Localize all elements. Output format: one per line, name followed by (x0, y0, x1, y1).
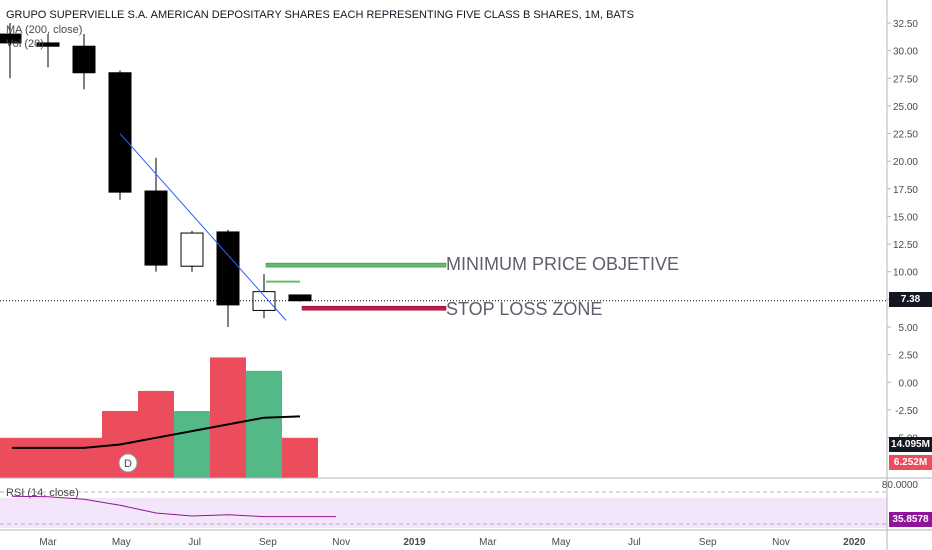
rsi-indicator-label[interactable]: RSI (14, close) (6, 487, 79, 499)
ma-indicator-label[interactable]: MA (200, close) (6, 24, 83, 36)
rsi-upper-tick: 80.0000 (882, 480, 919, 491)
volume-ma-tag: 14.095M (889, 437, 932, 452)
price-tick-label: 17.50 (893, 185, 918, 196)
volume-bar (138, 390, 174, 478)
price-tick-label: 0.00 (899, 378, 919, 389)
rsi-pane: 80.0000 (0, 480, 918, 528)
volume-bar (0, 437, 30, 478)
price-tick-label: -2.50 (895, 406, 918, 417)
rsi-band (0, 498, 887, 528)
time-axis-label: 2020 (843, 537, 866, 548)
volume-bar (66, 437, 102, 478)
time-axis-label: Nov (772, 537, 790, 548)
minimum-price-objective-label: MINIMUM PRICE OBJETIVE (446, 254, 680, 274)
candle-body (144, 190, 168, 266)
time-axis-label: Nov (332, 537, 350, 548)
price-tick-label: 10.00 (893, 268, 918, 279)
price-tick-label: 2.50 (899, 351, 919, 362)
dividend-marker-label: D (124, 458, 132, 470)
volume-bar (30, 437, 66, 478)
time-axis-label: Mar (39, 537, 57, 548)
volume-bar (246, 370, 282, 478)
volume-ma-line (12, 415, 301, 449)
current-price-tag: 7.38 (889, 292, 932, 307)
volume-bar (174, 411, 210, 478)
volume-bar (282, 437, 318, 478)
chart-title: GRUPO SUPERVIELLE S.A. AMERICAN DEPOSITA… (6, 9, 634, 21)
candle-body (0, 33, 22, 44)
time-axis-label: Jul (188, 537, 201, 548)
candle-body (216, 231, 240, 306)
volume-last-tag: 6.252M (889, 455, 932, 470)
price-tick-label: 12.50 (893, 240, 918, 251)
volume-bar (210, 357, 246, 478)
volume-indicator-label[interactable]: Vol (20) (6, 38, 44, 50)
stop-loss-zone-label: STOP LOSS ZONE (446, 299, 603, 319)
time-axis-label: Mar (479, 537, 497, 548)
volume-bars: D (0, 357, 318, 478)
minimum-price-objective-zone (265, 262, 447, 268)
dividend-marker-icon (118, 453, 138, 473)
time-axis-label: Sep (259, 537, 277, 548)
price-tick-label: 22.50 (893, 130, 918, 141)
rsi-line (11, 495, 336, 518)
time-axis-label: Sep (699, 537, 717, 548)
price-tick-label: 30.00 (893, 47, 918, 58)
rsi-value-tag: 35.8578 (889, 512, 932, 527)
candle-body (108, 72, 132, 193)
price-tick-label: 25.00 (893, 102, 918, 113)
time-axis-label: Jul (628, 537, 641, 548)
price-tick-label: 15.00 (893, 212, 918, 223)
candle-body (72, 45, 96, 74)
stop-loss-zone (301, 305, 447, 311)
candle-body (288, 294, 312, 302)
candle-body (180, 232, 204, 267)
time-axis-label: May (112, 537, 131, 548)
price-tick-label: 27.50 (893, 74, 918, 85)
price-tick-label: 32.50 (893, 19, 918, 30)
time-axis-label: May (552, 537, 571, 548)
price-levels (0, 262, 887, 311)
candle-body (36, 42, 60, 47)
time-axis-label: 2019 (403, 537, 426, 548)
price-tick-label: 5.00 (899, 323, 919, 334)
trend-line (119, 133, 287, 321)
price-tick-label: 20.00 (893, 157, 918, 168)
candlestick-series (0, 23, 312, 327)
